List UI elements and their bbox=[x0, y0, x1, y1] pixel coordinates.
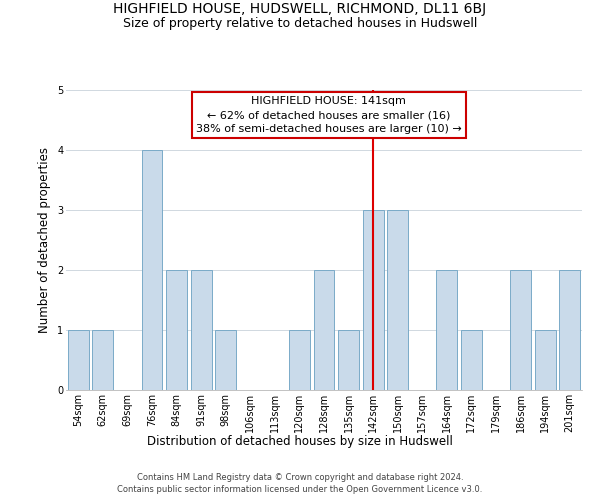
Bar bbox=[289, 330, 310, 390]
Bar bbox=[559, 270, 580, 390]
Bar bbox=[362, 210, 383, 390]
Bar bbox=[338, 330, 359, 390]
Bar bbox=[535, 330, 556, 390]
Bar bbox=[436, 270, 457, 390]
Bar bbox=[461, 330, 482, 390]
Bar bbox=[387, 210, 408, 390]
Bar bbox=[191, 270, 212, 390]
Text: Size of property relative to detached houses in Hudswell: Size of property relative to detached ho… bbox=[123, 18, 477, 30]
Text: HIGHFIELD HOUSE: 141sqm
← 62% of detached houses are smaller (16)
38% of semi-de: HIGHFIELD HOUSE: 141sqm ← 62% of detache… bbox=[196, 96, 462, 134]
Text: Contains HM Land Registry data © Crown copyright and database right 2024.: Contains HM Land Registry data © Crown c… bbox=[137, 472, 463, 482]
Bar bbox=[215, 330, 236, 390]
Bar bbox=[68, 330, 89, 390]
Y-axis label: Number of detached properties: Number of detached properties bbox=[38, 147, 52, 333]
Bar bbox=[166, 270, 187, 390]
Text: HIGHFIELD HOUSE, HUDSWELL, RICHMOND, DL11 6BJ: HIGHFIELD HOUSE, HUDSWELL, RICHMOND, DL1… bbox=[113, 2, 487, 16]
Bar bbox=[510, 270, 531, 390]
Bar bbox=[142, 150, 163, 390]
Text: Contains public sector information licensed under the Open Government Licence v3: Contains public sector information licen… bbox=[118, 485, 482, 494]
Bar bbox=[92, 330, 113, 390]
Bar bbox=[314, 270, 334, 390]
Text: Distribution of detached houses by size in Hudswell: Distribution of detached houses by size … bbox=[147, 435, 453, 448]
